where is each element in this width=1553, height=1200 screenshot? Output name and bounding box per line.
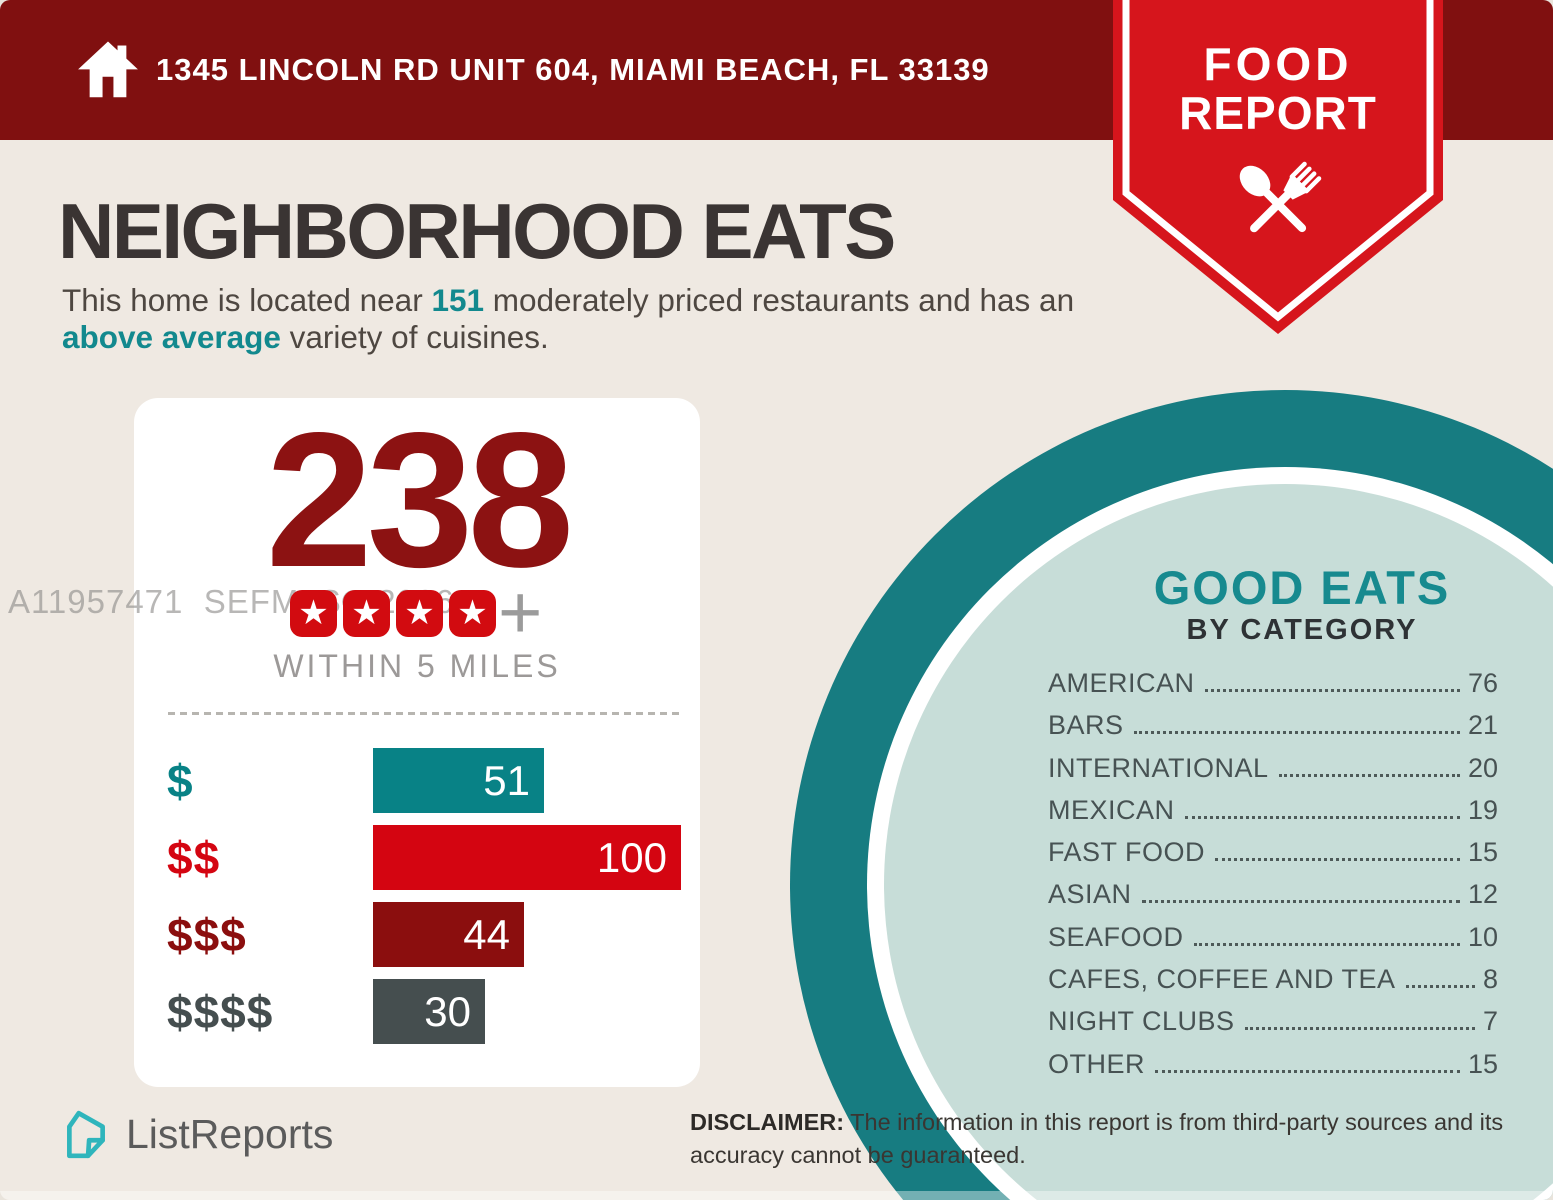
listreports-logo-icon <box>67 1110 105 1159</box>
dotted-leader <box>1405 985 1475 989</box>
category-label: INTERNATIONAL <box>1048 752 1269 783</box>
page-title: NEIGHBORHOOD EATS <box>58 187 896 275</box>
category-row: AMERICAN 76 <box>1048 668 1498 698</box>
category-label: SEAFOOD <box>1048 921 1184 952</box>
category-value: 20 <box>1467 752 1498 783</box>
category-value: 21 <box>1467 710 1498 741</box>
category-value: 7 <box>1482 1006 1498 1037</box>
category-label: BARS <box>1048 710 1124 741</box>
star-icon: ★ <box>457 592 488 633</box>
category-label: OTHER <box>1048 1048 1145 1079</box>
category-label: CAFES, COFFEE AND TEA <box>1048 964 1396 995</box>
category-value: 76 <box>1467 668 1498 698</box>
price-bar-value: 44 <box>463 910 510 958</box>
price-bar-row: $51 <box>134 748 700 813</box>
disclaimer-text: The information in this report is from t… <box>690 1109 1504 1168</box>
rating-stars: ★ ★ ★ ★ <box>290 590 496 637</box>
spoon-fork-icon <box>1239 161 1322 233</box>
dashed-divider <box>168 712 680 715</box>
star-badge: ★ <box>290 590 337 637</box>
price-bar-row: $$$ 44 <box>134 902 700 967</box>
listreports-brand-text: ListReports <box>126 1110 334 1157</box>
ribbon-title-line2: REPORT <box>1179 86 1377 139</box>
radius-label: WITHIN 5 MILES <box>273 648 561 684</box>
category-row: INTERNATIONAL 20 <box>1048 753 1498 783</box>
dotted-leader <box>1244 1027 1475 1031</box>
dotted-leader <box>1155 1069 1460 1073</box>
ribbon-title: FOOD REPORT <box>1113 40 1443 138</box>
dotted-leader <box>1204 689 1460 692</box>
price-bar: 100 <box>373 825 681 890</box>
category-list: AMERICAN 76 BARS 21 INTERNATIONAL 20 MEXICAN 19… <box>1048 668 1498 1091</box>
category-value: 15 <box>1467 1048 1498 1079</box>
category-row: NIGHT CLUBS 7 <box>1048 1006 1498 1036</box>
star-icon: ★ <box>351 592 382 633</box>
category-value: 19 <box>1467 794 1498 825</box>
price-bar-chart: $51 $$ 100 $$$ 44 $$$$ 30 <box>134 748 700 1044</box>
subtitle-text: variety of cuisines. <box>280 319 549 355</box>
category-row: SEAFOOD 10 <box>1048 922 1498 952</box>
price-bar-value: 51 <box>483 756 530 804</box>
dotted-leader <box>1215 858 1460 862</box>
dotted-leader <box>1278 773 1460 777</box>
category-value: 12 <box>1467 879 1498 910</box>
good-eats-subtitle: BY CATEGORY <box>1186 614 1418 646</box>
category-label: AMERICAN <box>1048 668 1195 698</box>
category-row: BARS 21 <box>1048 710 1498 740</box>
star-badge: ★ <box>396 590 443 637</box>
price-bar-value: 100 <box>596 833 667 881</box>
price-bar-row: $$ 100 <box>134 825 700 890</box>
star-icon: ★ <box>298 592 329 633</box>
good-eats-title: GOOD EATS <box>1153 561 1451 614</box>
price-level-label: $$$ <box>167 908 247 961</box>
bottom-edge-strip <box>0 1191 1553 1200</box>
restaurant-count-highlight: 151 <box>431 282 484 318</box>
category-row: FAST FOOD 15 <box>1048 837 1498 867</box>
disclaimer-label: DISCLAIMER: <box>690 1109 845 1135</box>
home-icon <box>78 41 138 98</box>
subtitle-text: moderately priced restaurants and has an <box>484 282 1075 318</box>
category-value: 8 <box>1482 964 1498 995</box>
page-subtitle: This home is located near 151 moderately… <box>62 282 1077 356</box>
food-report-ribbon <box>1113 0 1443 334</box>
price-level-label: $ <box>167 754 194 807</box>
category-row: ASIAN 12 <box>1048 879 1498 909</box>
dotted-leader <box>1184 815 1460 819</box>
listreports-brand: ListReports <box>60 1108 333 1160</box>
category-label: MEXICAN <box>1048 794 1175 825</box>
star-icon: ★ <box>404 592 435 633</box>
category-value: 15 <box>1467 837 1498 868</box>
disclaimer: DISCLAIMER: The information in this repo… <box>690 1106 1525 1172</box>
restaurant-total-count: 238 <box>265 392 574 607</box>
category-value: 10 <box>1467 921 1498 952</box>
dotted-leader <box>1193 942 1460 946</box>
dotted-leader <box>1133 731 1460 735</box>
category-label: FAST FOOD <box>1048 837 1206 868</box>
category-row: CAFES, COFFEE AND TEA 8 <box>1048 964 1498 994</box>
category-row: MEXICAN 19 <box>1048 795 1498 825</box>
price-bar-value: 30 <box>424 987 471 1035</box>
price-bar-row: $$$$ 30 <box>134 979 700 1044</box>
ribbon-title-line1: FOOD <box>1203 38 1353 90</box>
star-badge: ★ <box>449 590 496 637</box>
category-row: OTHER 15 <box>1048 1049 1498 1079</box>
price-level-label: $$ <box>167 831 221 884</box>
price-bar: 51 <box>373 748 544 813</box>
category-label: NIGHT CLUBS <box>1048 1006 1235 1037</box>
variety-highlight: above average <box>62 319 281 355</box>
star-badge: ★ <box>343 590 390 637</box>
category-label: ASIAN <box>1048 879 1132 910</box>
subtitle-text: This home is located near <box>62 282 432 318</box>
dotted-leader <box>1141 900 1460 904</box>
price-bar: 44 <box>373 902 524 967</box>
price-bar: 30 <box>373 979 485 1044</box>
price-level-label: $$$$ <box>167 985 274 1038</box>
rating-plus: + <box>498 570 543 655</box>
stats-card <box>134 398 700 1087</box>
property-address: 1345 LINCOLN RD UNIT 604, MIAMI BEACH, F… <box>156 52 990 87</box>
